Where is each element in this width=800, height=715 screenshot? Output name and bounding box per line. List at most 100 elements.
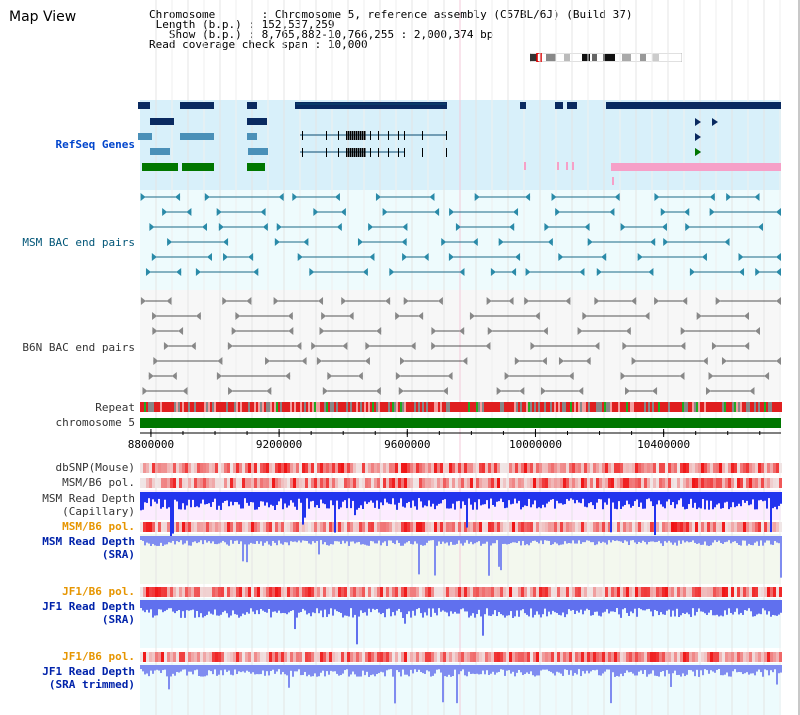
track-label-msm-b6-pol-2[interactable]: MSM/B6 pol.: [62, 520, 135, 533]
dbsnp-cell: [293, 463, 296, 473]
jf1-trimmed-bar: [608, 665, 610, 670]
msm-pol-cell: [218, 478, 221, 488]
track-label-jf1-depth-trimmed[interactable]: JF1 Read Depth: [42, 665, 135, 678]
msm-capillary-bar: [772, 492, 774, 509]
msm-capillary-bar: [412, 492, 414, 501]
jf1-sra-bar: [696, 600, 698, 612]
bac-end-marker: [318, 297, 324, 305]
chromosome-ideogram[interactable]: [530, 53, 682, 62]
track-label-repeat[interactable]: Repeat: [95, 401, 135, 414]
msm-pol-cell: [728, 478, 731, 488]
jf1-trimmed-bar: [308, 665, 310, 675]
msm-capillary-bar: [536, 492, 538, 509]
track-label-jf1-b6-pol-2[interactable]: JF1/B6 pol.: [62, 650, 135, 663]
jf1-trimmed-bar: [740, 665, 742, 673]
msm-pol-cell: [266, 522, 269, 532]
msm-pol-cell: [335, 478, 338, 488]
bac-end-marker: [319, 327, 325, 335]
jf1-pol-cell: [677, 587, 680, 597]
repeat-cell: [492, 402, 494, 412]
msm-pol-cell: [368, 522, 371, 532]
track-label-chromosome[interactable]: chromosome 5: [55, 416, 135, 429]
msm-capillary-bar: [708, 492, 710, 510]
exon: [354, 131, 356, 140]
msm-pol-cell: [488, 522, 491, 532]
jf1-pol-cell: [611, 652, 614, 662]
repeat-cell: [592, 402, 594, 412]
track-label-msm-b6-pol-1[interactable]: MSM/B6 pol.: [62, 476, 135, 489]
msm-pol-cell: [422, 522, 425, 532]
jf1-sra-bar: [350, 600, 352, 609]
msm-pol-cell: [269, 478, 272, 488]
jf1-sra-bar: [738, 600, 740, 615]
jf1-sra-bar: [448, 600, 450, 617]
msm-pol-cell: [758, 478, 761, 488]
track-label-jf1-depth-sra[interactable]: JF1 Read Depth: [42, 600, 135, 613]
jf1-pol-cell: [461, 652, 464, 662]
track-label-b6n-bac[interactable]: B6N BAC end pairs: [22, 341, 135, 354]
jf1-pol-cell: [350, 652, 353, 662]
jf1-sra-bar: [328, 600, 330, 615]
jf1-pol-cell: [662, 587, 665, 597]
bac-end-marker: [375, 193, 381, 201]
msm-pol-cell: [548, 522, 551, 532]
jf1-pol-cell: [248, 587, 251, 597]
jf1-pol-cell: [524, 587, 527, 597]
jf1-pol-cell: [716, 652, 719, 662]
exon: [358, 131, 360, 140]
jf1-trimmed-bar: [698, 665, 700, 677]
repeat-cell: [204, 402, 206, 412]
jf1-pol-cell: [158, 587, 161, 597]
track-label-msm-depth-sra[interactable]: MSM Read Depth: [42, 535, 135, 548]
repeat-cell: [214, 402, 216, 412]
jf1-sra-bar: [414, 600, 416, 616]
jf1-sra-bar: [760, 600, 762, 615]
jf1-trimmed-bar: [454, 665, 456, 670]
repeat-cell: [198, 402, 200, 412]
msm-pol-cell: [671, 522, 674, 532]
track-label-msm-bac[interactable]: MSM BAC end pairs: [22, 236, 135, 249]
repeat-cell: [266, 402, 268, 412]
jf1-trimmed-bar: [360, 665, 362, 677]
msm-pol-cell: [440, 478, 443, 488]
msm-pol-cell: [632, 522, 635, 532]
msm-capillary-bar: [148, 492, 150, 499]
dbsnp-cell: [566, 463, 569, 473]
jf1-trimmed-bar: [426, 665, 428, 671]
msm-capillary-bar: [368, 492, 370, 503]
msm-capillary-bar: [496, 492, 498, 502]
jf1-pol-cell: [251, 587, 254, 597]
track-label-jf1-b6-pol-1[interactable]: JF1/B6 pol.: [62, 585, 135, 598]
repeat-cell: [306, 402, 308, 412]
bac-end-marker: [278, 193, 284, 201]
msm-capillary-bar: [574, 492, 576, 504]
jf1-pol-cell: [686, 652, 689, 662]
b6n-bac-track: [140, 297, 781, 395]
exon: [446, 131, 447, 140]
msm-pol-cell: [284, 478, 287, 488]
dbsnp-cell: [410, 463, 413, 473]
jf1-trimmed-bar: [752, 665, 754, 674]
jf1-pol-cell: [404, 587, 407, 597]
msm-capillary-bar: [780, 492, 782, 504]
msm-sra-bar: [206, 536, 208, 543]
msm-sra-bar: [502, 536, 504, 544]
repeat-cell: [626, 402, 628, 412]
msm-sra-bar: [674, 536, 676, 543]
track-label-dbsnp[interactable]: dbSNP(Mouse): [55, 461, 135, 474]
msm-pol-cell: [563, 522, 566, 532]
jf1-pol-cell: [467, 587, 470, 597]
dbsnp-cell: [716, 463, 719, 473]
msm-pol-cell: [506, 522, 509, 532]
track-label-refseq[interactable]: RefSeq Genes: [55, 138, 135, 151]
msm-sra-bar: [438, 536, 440, 542]
msm-pol-cell: [590, 478, 593, 488]
bac-end-marker: [382, 208, 388, 216]
repeat-cell: [550, 402, 552, 412]
jf1-trimmed-bar: [334, 665, 336, 672]
track-label-msm-depth-capillary[interactable]: MSM Read Depth: [42, 492, 135, 505]
msm-pol-cell: [362, 522, 365, 532]
jf1-pol-cell: [263, 652, 266, 662]
msm-sra-bar: [734, 536, 736, 542]
